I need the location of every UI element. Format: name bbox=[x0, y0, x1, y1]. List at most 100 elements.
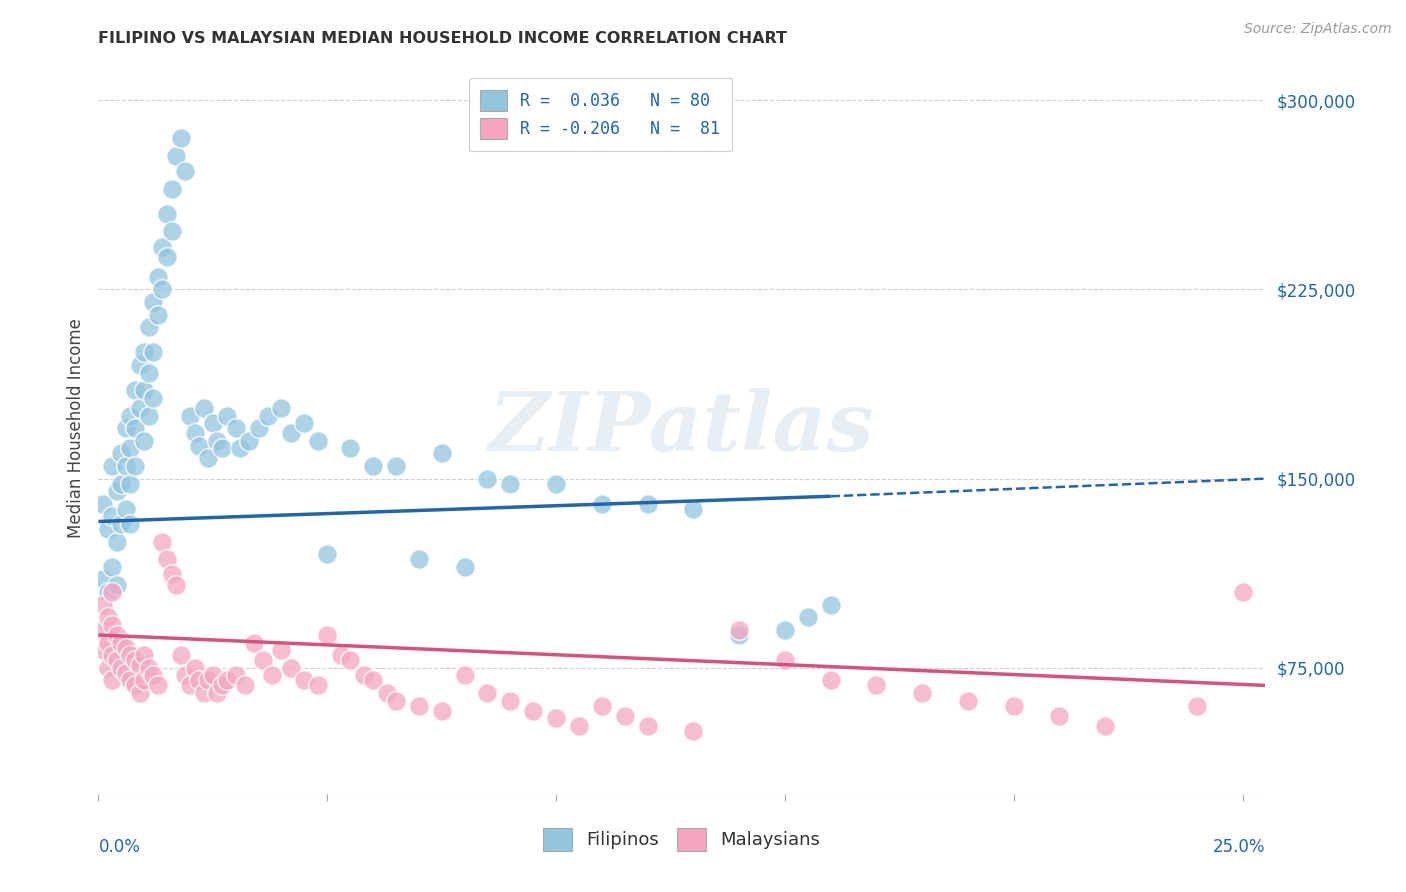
Point bbox=[142, 295, 165, 310]
Point bbox=[110, 476, 132, 491]
Point bbox=[142, 345, 165, 359]
Point bbox=[197, 673, 219, 688]
Point bbox=[105, 628, 128, 642]
Point bbox=[101, 509, 124, 524]
Point bbox=[568, 719, 591, 733]
Point bbox=[682, 501, 704, 516]
Point bbox=[820, 598, 842, 612]
Point bbox=[152, 282, 174, 296]
Point bbox=[211, 442, 233, 456]
Point bbox=[1094, 719, 1116, 733]
Point bbox=[820, 673, 842, 688]
Point bbox=[160, 567, 183, 582]
Point bbox=[188, 673, 211, 688]
Point bbox=[142, 668, 165, 682]
Point bbox=[375, 686, 398, 700]
Point bbox=[174, 668, 197, 682]
Point bbox=[156, 552, 179, 566]
Point bbox=[105, 577, 128, 591]
Point bbox=[613, 708, 636, 723]
Point bbox=[544, 476, 567, 491]
Point bbox=[134, 434, 156, 448]
Point bbox=[156, 207, 179, 221]
Point bbox=[385, 693, 408, 707]
Point bbox=[522, 704, 544, 718]
Point bbox=[101, 648, 124, 662]
Point bbox=[477, 472, 499, 486]
Point bbox=[637, 497, 659, 511]
Point bbox=[134, 345, 156, 359]
Point bbox=[773, 653, 796, 667]
Point bbox=[307, 678, 329, 692]
Point bbox=[797, 610, 820, 624]
Point bbox=[110, 516, 132, 531]
Point bbox=[408, 552, 430, 566]
Point bbox=[134, 648, 156, 662]
Point bbox=[591, 497, 613, 511]
Text: Source: ZipAtlas.com: Source: ZipAtlas.com bbox=[1244, 22, 1392, 37]
Legend: Filipinos, Malaysians: Filipinos, Malaysians bbox=[536, 821, 828, 858]
Point bbox=[270, 643, 292, 657]
Point bbox=[316, 547, 339, 561]
Point bbox=[292, 673, 315, 688]
Point bbox=[193, 401, 215, 415]
Point bbox=[385, 458, 408, 473]
Point bbox=[330, 648, 353, 662]
Point bbox=[110, 446, 132, 460]
Point bbox=[197, 451, 219, 466]
Point bbox=[773, 623, 796, 637]
Point bbox=[430, 704, 453, 718]
Point bbox=[105, 653, 128, 667]
Point bbox=[280, 661, 302, 675]
Point bbox=[152, 534, 174, 549]
Point bbox=[207, 686, 229, 700]
Point bbox=[316, 628, 339, 642]
Point bbox=[128, 401, 150, 415]
Point bbox=[97, 635, 120, 649]
Point bbox=[138, 320, 160, 334]
Point bbox=[138, 661, 160, 675]
Point bbox=[408, 698, 430, 713]
Point bbox=[292, 416, 315, 430]
Point bbox=[201, 668, 224, 682]
Point bbox=[91, 573, 114, 587]
Point bbox=[115, 421, 138, 435]
Point bbox=[115, 665, 138, 680]
Point bbox=[146, 269, 169, 284]
Point bbox=[146, 308, 169, 322]
Point bbox=[124, 458, 146, 473]
Point bbox=[97, 610, 120, 624]
Point bbox=[134, 673, 156, 688]
Point bbox=[728, 628, 751, 642]
Point bbox=[193, 686, 215, 700]
Point bbox=[115, 458, 138, 473]
Point bbox=[124, 653, 146, 667]
Point bbox=[97, 522, 120, 536]
Point bbox=[138, 366, 160, 380]
Point bbox=[124, 384, 146, 398]
Point bbox=[120, 648, 142, 662]
Point bbox=[339, 653, 361, 667]
Point bbox=[233, 678, 256, 692]
Point bbox=[101, 673, 124, 688]
Point bbox=[120, 442, 142, 456]
Point bbox=[453, 560, 475, 574]
Point bbox=[110, 661, 132, 675]
Point bbox=[128, 658, 150, 673]
Point bbox=[91, 497, 114, 511]
Point bbox=[165, 577, 187, 591]
Point bbox=[160, 224, 183, 238]
Point bbox=[110, 635, 132, 649]
Point bbox=[430, 446, 453, 460]
Point bbox=[256, 409, 278, 423]
Point bbox=[156, 250, 179, 264]
Point bbox=[179, 409, 201, 423]
Point bbox=[911, 686, 934, 700]
Point bbox=[120, 409, 142, 423]
Point bbox=[142, 391, 165, 405]
Point bbox=[225, 421, 247, 435]
Point bbox=[544, 711, 567, 725]
Point bbox=[170, 131, 193, 145]
Point bbox=[183, 661, 205, 675]
Y-axis label: Median Household Income: Median Household Income bbox=[66, 318, 84, 538]
